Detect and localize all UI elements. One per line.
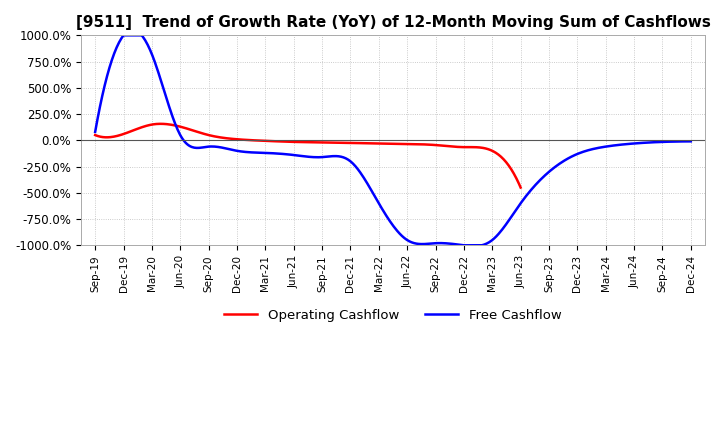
- Title: [9511]  Trend of Growth Rate (YoY) of 12-Month Moving Sum of Cashflows: [9511] Trend of Growth Rate (YoY) of 12-…: [76, 15, 711, 30]
- Free Cashflow: [91, 129, 99, 135]
- Operating Cashflow: [345, 140, 354, 146]
- Free Cashflow: [459, 243, 468, 248]
- Free Cashflow: [582, 148, 590, 154]
- Line: Free Cashflow: Free Cashflow: [95, 35, 690, 246]
- Operating Cashflow: [156, 121, 165, 126]
- Legend: Operating Cashflow, Free Cashflow: Operating Cashflow, Free Cashflow: [219, 303, 567, 327]
- Operating Cashflow: [516, 185, 525, 190]
- Line: Operating Cashflow: Operating Cashflow: [95, 124, 521, 187]
- Free Cashflow: [675, 139, 683, 144]
- Operating Cashflow: [294, 139, 302, 145]
- Operating Cashflow: [322, 140, 330, 145]
- Free Cashflow: [414, 241, 423, 246]
- Free Cashflow: [686, 139, 695, 144]
- Free Cashflow: [379, 208, 387, 213]
- Free Cashflow: [446, 241, 455, 246]
- Operating Cashflow: [507, 167, 516, 172]
- Free Cashflow: [375, 202, 384, 207]
- Free Cashflow: [120, 33, 128, 38]
- Operating Cashflow: [91, 132, 99, 138]
- Operating Cashflow: [441, 143, 449, 148]
- Operating Cashflow: [297, 139, 305, 145]
